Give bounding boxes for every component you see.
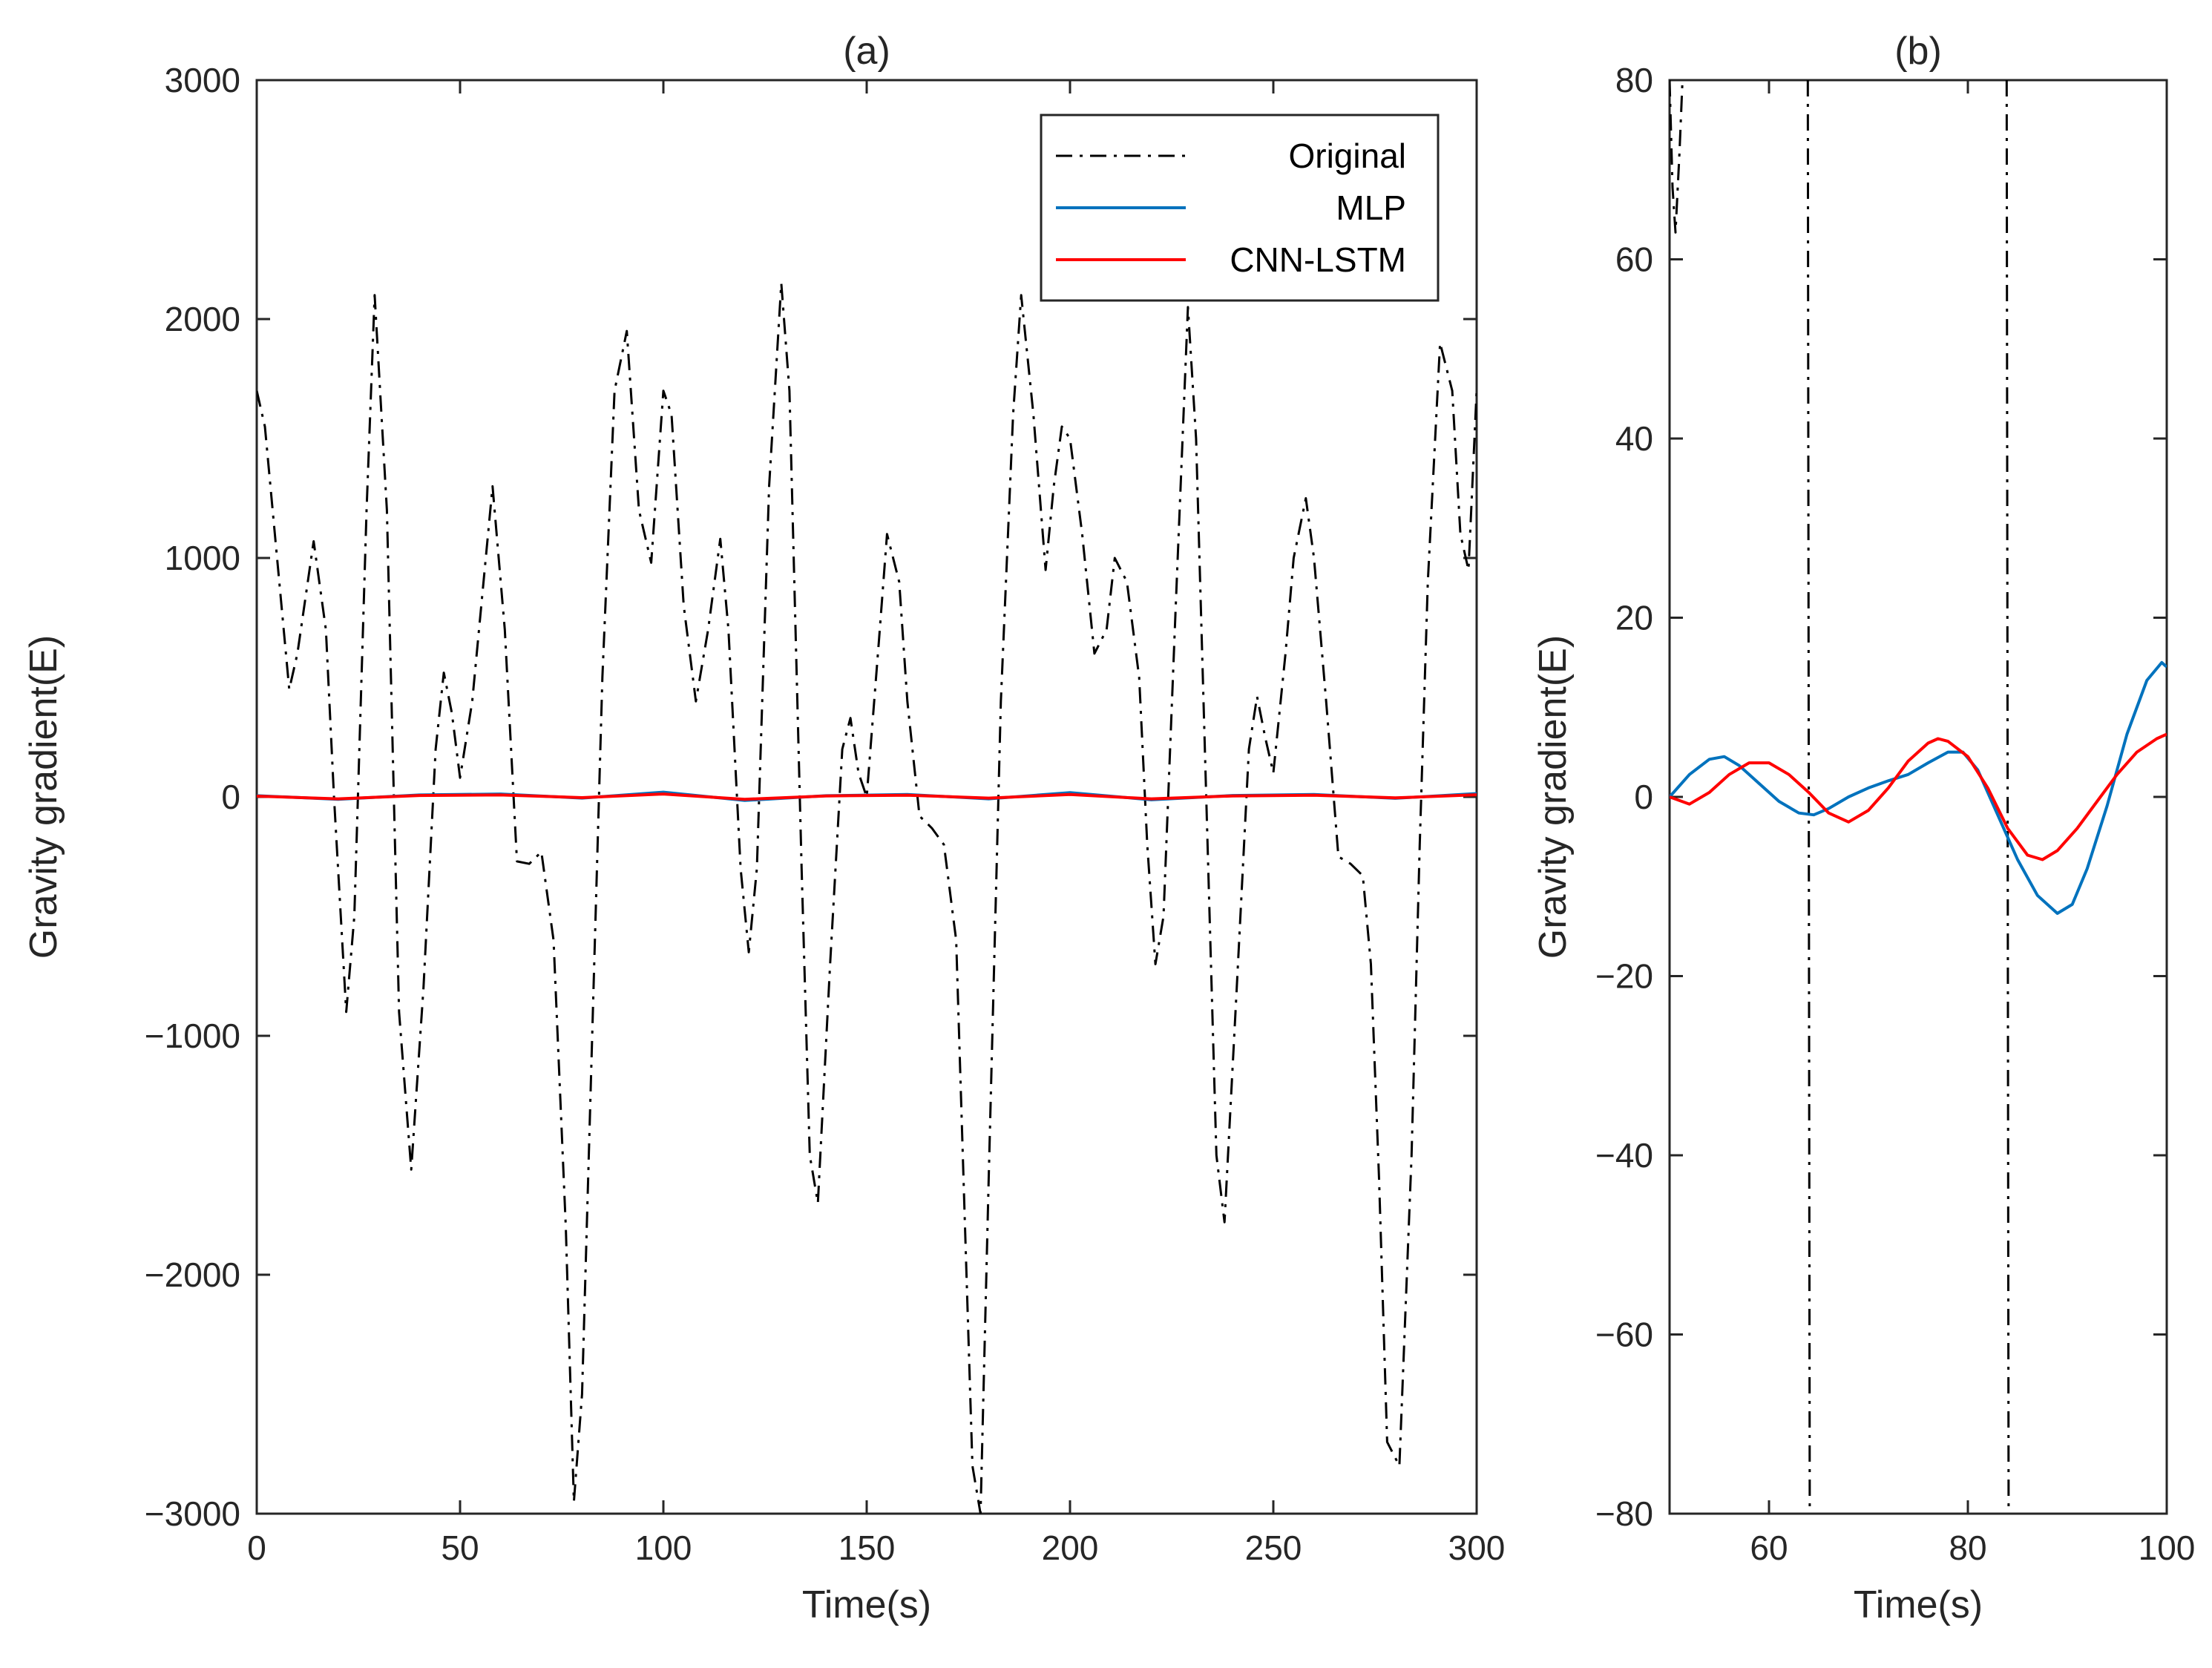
y-tick-label: −1000 [145, 1017, 240, 1055]
y-tick-label: −60 [1595, 1316, 1653, 1354]
y-tick-label: −3000 [145, 1494, 240, 1533]
legend-label-cnn-lstm: CNN-LSTM [1230, 240, 1406, 279]
y-tick-label: 0 [221, 778, 240, 816]
legend-label-original: Original [1288, 137, 1406, 175]
legend: Original MLP CNN-LSTM [1040, 114, 1440, 302]
panel-title-b: (b) [1894, 30, 1942, 73]
series-line-cnn-lstm [257, 792, 1477, 801]
y-tick-label: −2000 [145, 1255, 240, 1294]
y-tick-label: 3000 [165, 61, 240, 99]
x-tick-label: 80 [1949, 1529, 1986, 1567]
panel-title-a: (a) [843, 30, 890, 73]
y-tick-label: −80 [1595, 1494, 1653, 1533]
x-tick-label: 250 [1245, 1529, 1302, 1567]
x-tick-label: 60 [1750, 1529, 1788, 1567]
series-line-original [1670, 80, 1684, 234]
plot-area-b [1670, 80, 2167, 1514]
axes-box-b [1668, 79, 2168, 1515]
y-tick-label: 80 [1615, 61, 1653, 99]
y-axis-label: Gravity gradient(E) [22, 635, 65, 959]
y-tick-label: 40 [1615, 419, 1653, 458]
legend-label-mlp: MLP [1336, 188, 1406, 227]
y-tick-label: 60 [1615, 240, 1653, 279]
y-tick-label: 20 [1615, 599, 1653, 637]
x-tick-label: 200 [1042, 1529, 1099, 1567]
x-tick-label: 300 [1448, 1529, 1506, 1567]
y-tick-label: 1000 [165, 539, 240, 577]
x-axis-label: Time(s) [1854, 1583, 1983, 1626]
x-tick-label: 150 [838, 1529, 896, 1567]
y-tick-label: 2000 [165, 300, 240, 338]
x-tick-label: 50 [441, 1529, 479, 1567]
series-line-original [2005, 80, 2010, 1514]
series-line-original [1806, 80, 1811, 1514]
x-axis-label: Time(s) [802, 1583, 931, 1626]
y-tick-label: 0 [1634, 778, 1653, 816]
x-tick-label: 0 [247, 1529, 266, 1567]
y-axis-label: Gravity gradient(E) [1532, 635, 1575, 959]
y-tick-label: −40 [1595, 1136, 1653, 1175]
panel-b-chart: 60 80 100 −80 −60 −40 −20 0 20 40 60 80 (b) Time(s) Gr… [1532, 30, 2195, 1626]
y-tick-label: −20 [1595, 957, 1653, 996]
x-tick-label: 100 [2139, 1529, 2196, 1567]
series-line-original [257, 282, 1477, 1514]
series-line-mlp [1670, 660, 2167, 915]
x-tick-label: 100 [635, 1529, 692, 1567]
plot-area-a [257, 282, 1477, 1514]
panel-a-chart: 0 50 100 150 200 250 300 −3000 −2000 −1000 0 1000 20… [22, 30, 1505, 1626]
series-line-cnn-lstm [1670, 732, 2167, 861]
